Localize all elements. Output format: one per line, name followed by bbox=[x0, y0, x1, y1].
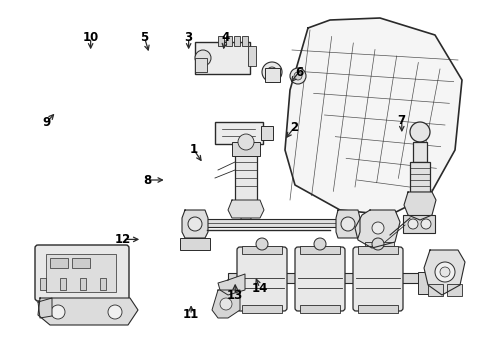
Circle shape bbox=[314, 238, 326, 250]
Bar bbox=[447, 284, 462, 296]
Circle shape bbox=[256, 238, 268, 250]
Bar bbox=[180, 238, 210, 250]
Bar bbox=[235, 152, 257, 204]
Bar bbox=[358, 305, 398, 313]
Text: 6: 6 bbox=[295, 66, 303, 78]
Bar bbox=[403, 215, 435, 233]
Circle shape bbox=[241, 213, 251, 223]
Bar bbox=[100, 278, 106, 290]
Bar bbox=[410, 162, 430, 192]
Polygon shape bbox=[38, 298, 138, 325]
Bar bbox=[46, 254, 116, 292]
Polygon shape bbox=[228, 200, 264, 218]
Bar bbox=[300, 305, 340, 313]
Circle shape bbox=[408, 219, 418, 229]
Bar bbox=[218, 36, 224, 46]
Circle shape bbox=[220, 298, 232, 310]
Bar bbox=[215, 122, 263, 144]
Text: 8: 8 bbox=[143, 174, 151, 186]
Circle shape bbox=[410, 122, 430, 142]
Circle shape bbox=[294, 72, 302, 80]
Text: 3: 3 bbox=[185, 31, 193, 44]
Circle shape bbox=[267, 67, 277, 77]
Circle shape bbox=[195, 50, 211, 66]
Circle shape bbox=[440, 267, 450, 277]
Circle shape bbox=[435, 262, 455, 282]
Bar bbox=[418, 272, 436, 294]
Bar bbox=[242, 36, 248, 46]
Text: 2: 2 bbox=[290, 121, 298, 134]
Bar bbox=[232, 142, 260, 156]
Bar bbox=[195, 42, 250, 74]
Circle shape bbox=[341, 217, 355, 231]
Text: 7: 7 bbox=[398, 114, 406, 127]
Bar bbox=[300, 246, 340, 254]
Polygon shape bbox=[38, 298, 52, 318]
Bar bbox=[365, 242, 380, 252]
Circle shape bbox=[372, 238, 384, 250]
Text: 11: 11 bbox=[183, 309, 199, 321]
Polygon shape bbox=[218, 274, 245, 295]
Text: 5: 5 bbox=[141, 31, 148, 44]
Bar bbox=[40, 278, 46, 290]
Bar bbox=[242, 305, 282, 313]
Bar bbox=[228, 273, 423, 283]
Text: 13: 13 bbox=[227, 289, 244, 302]
Bar bbox=[265, 68, 280, 82]
Circle shape bbox=[421, 219, 431, 229]
Polygon shape bbox=[212, 290, 240, 318]
Circle shape bbox=[372, 222, 384, 234]
Polygon shape bbox=[285, 18, 462, 215]
Bar bbox=[248, 46, 256, 66]
Text: 14: 14 bbox=[251, 282, 268, 294]
Polygon shape bbox=[355, 210, 400, 248]
Circle shape bbox=[188, 217, 202, 231]
Bar bbox=[428, 284, 443, 296]
Circle shape bbox=[262, 62, 282, 82]
Circle shape bbox=[238, 134, 254, 150]
Bar bbox=[226, 36, 232, 46]
Bar bbox=[413, 142, 427, 162]
Circle shape bbox=[108, 305, 122, 319]
Polygon shape bbox=[336, 210, 360, 238]
Bar bbox=[198, 219, 346, 227]
Text: 9: 9 bbox=[43, 116, 50, 129]
Bar bbox=[242, 246, 282, 254]
Polygon shape bbox=[424, 250, 465, 295]
FancyBboxPatch shape bbox=[353, 247, 403, 311]
Bar bbox=[382, 242, 394, 252]
FancyBboxPatch shape bbox=[35, 245, 129, 301]
Bar bbox=[261, 126, 273, 140]
Bar bbox=[72, 258, 90, 268]
Bar bbox=[50, 258, 68, 268]
Bar bbox=[60, 278, 66, 290]
FancyBboxPatch shape bbox=[295, 247, 345, 311]
Text: 10: 10 bbox=[82, 31, 99, 44]
Polygon shape bbox=[182, 210, 208, 238]
Bar bbox=[195, 58, 207, 72]
Text: 1: 1 bbox=[190, 143, 197, 156]
Circle shape bbox=[51, 305, 65, 319]
Bar bbox=[234, 36, 240, 46]
Circle shape bbox=[290, 68, 306, 84]
Bar bbox=[358, 246, 398, 254]
Text: 12: 12 bbox=[114, 233, 131, 246]
Polygon shape bbox=[404, 192, 436, 220]
Text: 4: 4 bbox=[221, 31, 229, 44]
Bar bbox=[80, 278, 86, 290]
FancyBboxPatch shape bbox=[237, 247, 287, 311]
